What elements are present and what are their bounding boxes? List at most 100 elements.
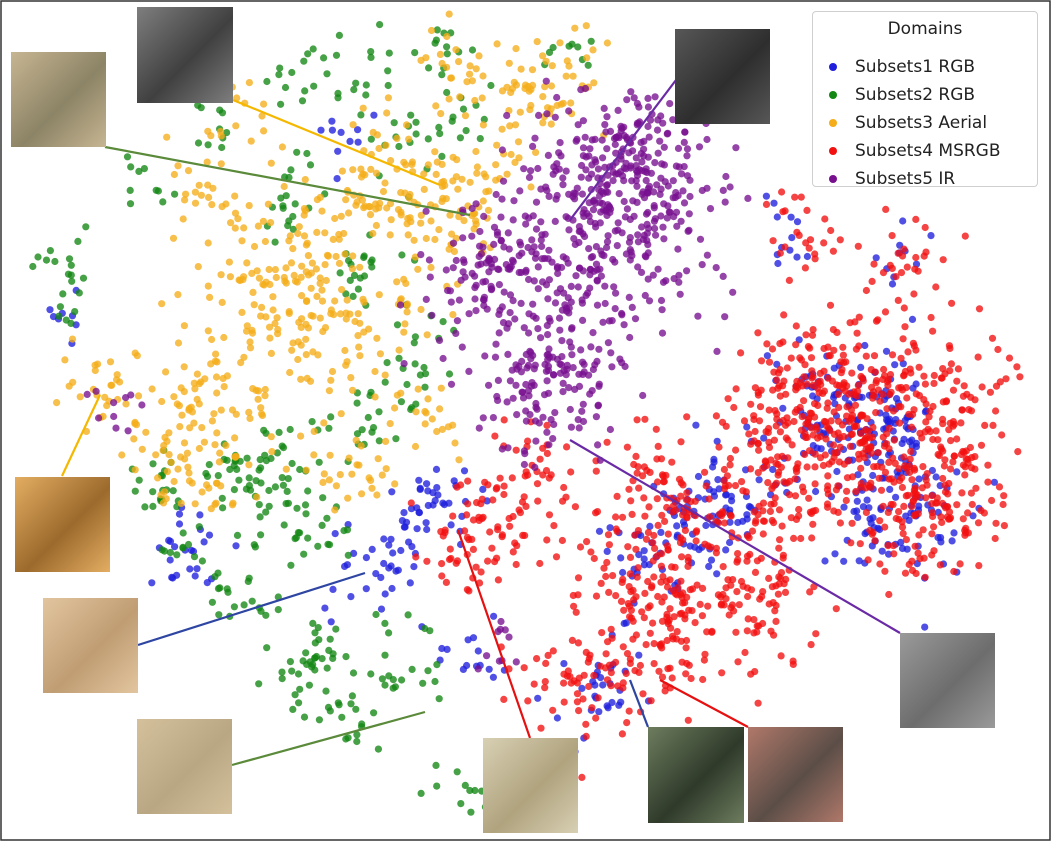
data-point [542,281,551,289]
data-point [193,565,201,573]
data-point [852,487,860,496]
data-point [679,536,687,544]
data-point [903,394,911,402]
data-point [414,265,422,273]
data-point [606,524,614,532]
data-point [293,148,301,156]
data-point [171,543,179,551]
data-point [615,190,623,198]
data-point [652,425,660,433]
data-point [807,354,816,362]
data-point [682,636,691,645]
data-point [589,329,597,337]
data-point [880,442,889,450]
data-point [184,463,192,471]
data-point [734,658,742,666]
data-point [445,555,454,564]
data-point [238,237,246,245]
data-point [303,297,311,305]
data-point [489,496,497,504]
data-point [826,352,834,360]
data-point [342,309,350,317]
data-point [870,352,879,360]
data-point [701,468,709,476]
data-point [619,643,627,651]
data-point [626,659,634,668]
data-point [212,373,221,381]
data-point [380,559,388,568]
data-point [547,416,555,424]
data-point [912,253,920,262]
data-point [574,121,582,129]
data-point [138,401,146,409]
data-point [821,215,829,223]
data-point [733,558,741,566]
data-point [891,459,899,467]
data-point [964,459,972,467]
data-point [586,271,594,279]
data-point [424,501,432,510]
data-point [721,519,729,527]
thumbnail-arid-terrain-red [483,738,578,833]
data-point [962,529,970,537]
data-point [310,82,318,90]
data-point [793,406,801,414]
data-point [840,503,848,511]
data-point [322,687,330,695]
data-point [868,433,877,441]
data-point [746,465,755,473]
data-point [801,450,809,459]
data-point [718,418,727,426]
data-point [460,467,469,475]
data-point [666,208,674,216]
data-point [456,93,464,101]
data-point [349,252,357,260]
data-point [163,468,171,476]
data-point [386,231,394,239]
data-point [781,588,790,597]
data-point [391,480,399,488]
data-point [525,329,533,337]
data-point [783,364,791,372]
data-point [509,216,517,224]
data-point [167,458,175,466]
data-point [341,250,349,258]
data-point [281,83,290,92]
data-point [573,184,581,192]
data-point [635,551,643,559]
data-point [996,378,1004,386]
data-point [171,190,179,198]
data-point [589,206,598,214]
data-point [616,168,625,176]
data-point [573,690,582,698]
data-point [335,31,343,39]
data-point [452,173,460,181]
data-point [850,507,858,516]
data-point [579,695,587,703]
data-point [248,326,256,334]
data-point [658,673,667,681]
data-point [609,572,617,580]
data-point [535,111,543,119]
data-point [899,217,907,225]
data-point [369,128,377,136]
legend-item-subsets5: Subsets5 IR [829,168,955,190]
data-point [553,93,561,102]
data-point [453,768,461,776]
data-point [466,786,474,795]
data-point [396,301,405,309]
data-point [519,394,528,402]
data-point [482,259,490,267]
data-point [196,511,204,519]
data-point [360,204,368,212]
data-point [585,245,593,253]
data-point [472,307,480,315]
data-point [586,651,594,659]
data-point [460,258,468,266]
data-point [257,479,265,487]
data-point [338,167,346,175]
data-point [476,227,484,236]
data-point [127,163,135,171]
data-point [532,437,540,445]
data-point [598,136,606,144]
